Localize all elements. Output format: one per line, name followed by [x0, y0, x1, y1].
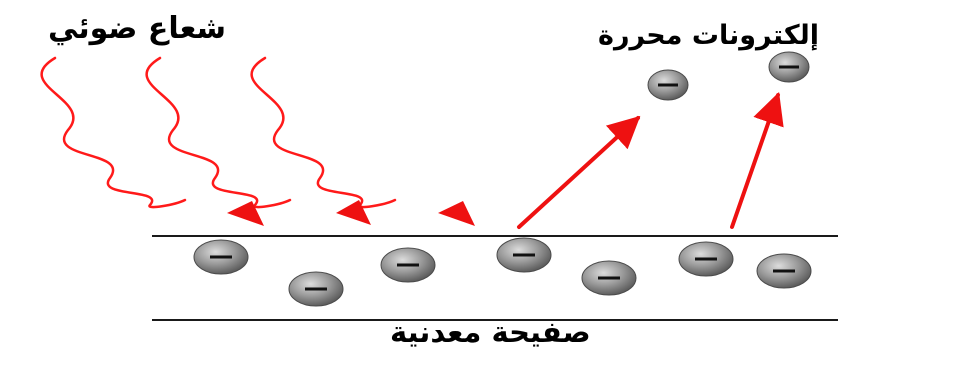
ejection-arrow-2	[730, 91, 784, 229]
light-ray-3	[250, 56, 397, 209]
plate-electron	[496, 237, 552, 273]
free-electron	[647, 69, 689, 101]
ray-arrowhead-2	[336, 200, 371, 225]
metal-plate-label: صفيحة معدنية	[390, 315, 591, 349]
plate-electron	[756, 253, 812, 289]
plate-electron	[581, 260, 637, 296]
ray-arrowhead-1	[227, 201, 264, 226]
free-electrons-label: إلكترونات محررة	[598, 20, 819, 51]
light-ray-2	[145, 56, 292, 209]
plate-electron	[380, 247, 436, 283]
plate-electron	[288, 271, 344, 307]
plate-electron	[678, 241, 734, 277]
free-electron	[768, 51, 810, 83]
plate-electron	[193, 239, 249, 275]
light-ray-1	[40, 56, 187, 209]
light-ray-label: شعاع ضوئي	[48, 11, 227, 46]
ray-arrowhead-3	[438, 201, 475, 226]
ejection-arrow-1	[517, 115, 641, 229]
